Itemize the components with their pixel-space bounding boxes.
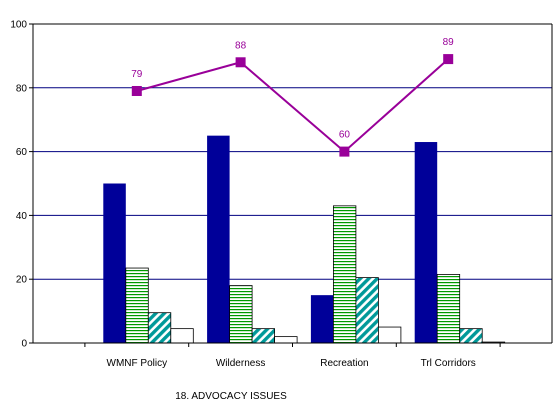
bar-s3-c1 <box>274 336 298 344</box>
bar-s0-c2 <box>310 295 334 343</box>
bars <box>103 135 506 344</box>
data-label-2: 60 <box>339 130 351 141</box>
category-label-1: Wilderness <box>216 358 265 369</box>
line-series <box>131 54 454 157</box>
line-marker-3 <box>443 54 454 65</box>
line-marker-2 <box>339 146 350 157</box>
axes <box>29 23 553 347</box>
line-marker-0 <box>131 85 142 96</box>
bar-s1-c1 <box>229 285 253 344</box>
x-axis-title: 18. ADVOCACY ISSUES <box>175 391 287 402</box>
labels: 0 20 40 60 80 100 WMNF Policy Wilderness Recreat… <box>10 20 475 370</box>
data-label-0: 79 <box>131 69 143 80</box>
category-label-0: WMNF Policy <box>107 358 168 369</box>
bar-s1-c0 <box>125 267 149 344</box>
y-tick-label-40: 40 <box>16 211 28 222</box>
line-series-0 <box>136 58 449 153</box>
bar-s2-c1 <box>251 328 276 344</box>
bar-s3-c0 <box>170 328 194 344</box>
data-label-3: 89 <box>443 37 455 48</box>
y-tick-label-20: 20 <box>16 275 28 286</box>
y-tick-label-80: 80 <box>16 83 28 94</box>
category-label-2: Recreation <box>320 358 368 369</box>
bar-s0-c3 <box>414 142 438 343</box>
bar-s1-c2 <box>332 205 357 344</box>
category-label-3: Trl Corridors <box>421 358 476 369</box>
bar-s2-c0 <box>147 312 172 344</box>
bar-s2-c3 <box>459 328 483 344</box>
bar-s1-c3 <box>436 274 461 344</box>
y-tick-label-100: 100 <box>10 20 27 31</box>
bar-s3-c2 <box>377 326 402 344</box>
bar-s2-c2 <box>355 277 379 344</box>
bar-s0-c0 <box>103 183 126 343</box>
line-marker-1 <box>235 57 246 68</box>
y-tick-label-60: 60 <box>16 147 28 158</box>
bar-s0-c1 <box>207 135 230 343</box>
data-label-1: 88 <box>235 40 247 51</box>
y-tick-label-0: 0 <box>21 339 27 350</box>
